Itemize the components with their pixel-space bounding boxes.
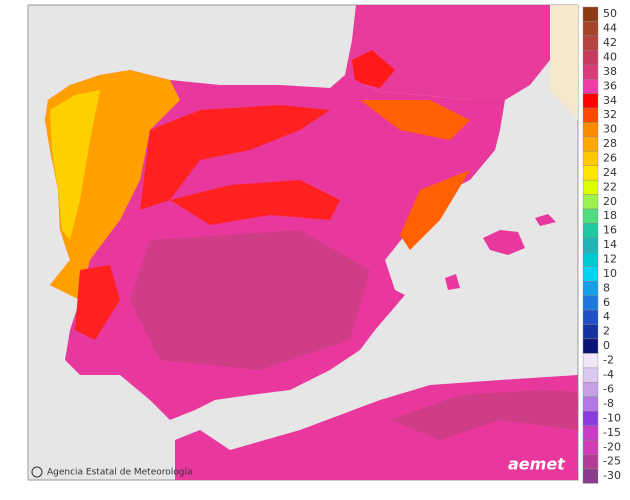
legend-label: 22 (603, 180, 617, 193)
legend-label: 2 (603, 325, 610, 338)
legend-label: -4 (603, 368, 614, 381)
legend-label: 14 (603, 238, 617, 251)
legend-swatch (582, 223, 599, 239)
legend-label: 42 (603, 36, 617, 49)
france (345, 5, 550, 100)
legend: 5044424038363432302826242220181614121086… (582, 6, 621, 484)
island (483, 230, 525, 255)
legend-swatch (582, 280, 599, 296)
legend-label: 8 (603, 281, 610, 294)
legend-label: 4 (603, 310, 610, 323)
mild-coast (50, 90, 100, 240)
island (445, 274, 460, 290)
legend-swatch (582, 179, 599, 195)
legend-label: -15 (603, 426, 621, 439)
hot-zone (140, 105, 330, 210)
legend-swatch (582, 411, 599, 426)
legend-label: 24 (603, 166, 617, 179)
legend-label: 6 (603, 296, 610, 309)
legend-label: 18 (603, 209, 617, 222)
legend-swatch (582, 165, 599, 181)
legend-swatch (582, 396, 599, 412)
legend-swatch (582, 64, 599, 80)
hot-zone (75, 265, 120, 340)
legend-swatch (582, 122, 599, 138)
legend-label: -30 (603, 469, 621, 482)
legend-label: 26 (603, 152, 617, 165)
legend-swatch (582, 295, 599, 311)
legend-label: 40 (603, 51, 617, 64)
legend-label: 12 (603, 253, 617, 266)
copyright-icon (31, 466, 43, 478)
legend-swatch (582, 107, 599, 123)
legend-label: 44 (603, 22, 617, 35)
legend-swatch (582, 237, 599, 253)
credit: Agencia Estatal de Meteorología (47, 468, 193, 478)
legend-label: 0 (603, 339, 610, 352)
legend-label: 34 (603, 94, 617, 107)
legend-label: 10 (603, 267, 617, 280)
legend-label: 16 (603, 224, 617, 237)
legend-swatch (582, 266, 599, 282)
legend-swatch (582, 6, 599, 22)
legend-label: -2 (603, 354, 614, 367)
warm-zone (400, 170, 470, 250)
legend-swatch (582, 252, 599, 267)
legend-swatch (582, 439, 599, 455)
legend-label: 50 (603, 7, 617, 20)
legend-label: -6 (603, 383, 614, 396)
legend-label: -25 (603, 455, 621, 468)
legend-swatch (582, 50, 599, 65)
legend-swatch (582, 367, 599, 383)
legend-swatch (582, 78, 599, 94)
interior (130, 230, 370, 370)
legend-label: -8 (603, 397, 614, 410)
legend-label: 38 (603, 65, 617, 78)
legend-swatch (582, 454, 599, 470)
legend-label: 30 (603, 123, 617, 136)
legend-swatch (582, 151, 599, 166)
legend-swatch (582, 353, 599, 369)
legend-swatch (582, 425, 599, 441)
legend-swatch (582, 93, 599, 109)
warm-zone (360, 100, 470, 140)
legend-label: 36 (603, 79, 617, 92)
legend-swatch (582, 194, 599, 210)
legend-swatch (582, 136, 599, 152)
interior (390, 390, 578, 440)
legend-swatch (582, 21, 599, 37)
legend-swatch (582, 338, 599, 354)
legend-label: -20 (603, 440, 621, 453)
legend-swatch (582, 468, 599, 484)
hot-zone (170, 180, 340, 225)
legend-swatch (582, 324, 599, 340)
no-data-area (550, 5, 578, 120)
hot-zone (352, 50, 395, 88)
legend-label: 32 (603, 108, 617, 121)
legend-label: -10 (603, 411, 621, 424)
legend-swatch (582, 208, 599, 224)
legend-label: 20 (603, 195, 617, 208)
legend-swatch (582, 382, 599, 398)
legend-swatch (582, 35, 599, 51)
logo: aemet (508, 455, 566, 474)
island (535, 214, 556, 226)
legend-label: 28 (603, 137, 617, 150)
legend-swatch (582, 309, 599, 325)
